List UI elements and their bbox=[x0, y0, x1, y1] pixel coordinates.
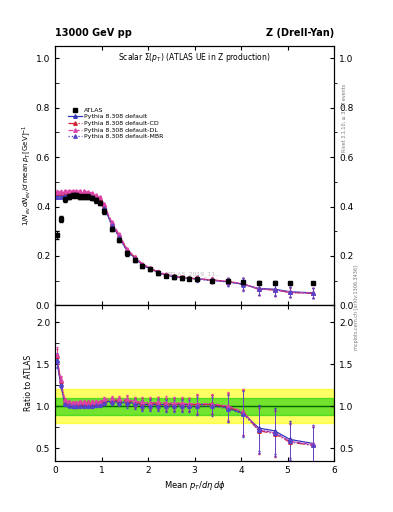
Y-axis label: $1/N_{ev}\,dN_{ev}/d\,\mathrm{mean}\,p_T\,[\mathrm{GeV}]^{-1}$: $1/N_{ev}\,dN_{ev}/d\,\mathrm{mean}\,p_T… bbox=[20, 125, 33, 226]
Text: mcplots.cern.ch [arXiv:1306.3436]: mcplots.cern.ch [arXiv:1306.3436] bbox=[354, 265, 359, 350]
Text: Scalar $\Sigma(p_T)$ (ATLAS UE in Z production): Scalar $\Sigma(p_T)$ (ATLAS UE in Z prod… bbox=[118, 51, 271, 65]
Bar bbox=[55, 389, 334, 423]
Text: Z (Drell-Yan): Z (Drell-Yan) bbox=[266, 28, 334, 38]
Text: 13000 GeV pp: 13000 GeV pp bbox=[55, 28, 132, 38]
Text: ATLAS_2019_11...: ATLAS_2019_11... bbox=[167, 271, 222, 277]
Legend: ATLAS, Pythia 8.308 default, Pythia 8.308 default-CD, Pythia 8.308 default-DL, P: ATLAS, Pythia 8.308 default, Pythia 8.30… bbox=[66, 106, 165, 141]
Text: Rivet 3.1.10, ≥ 3.3M events: Rivet 3.1.10, ≥ 3.3M events bbox=[342, 83, 347, 152]
Y-axis label: Ratio to ATLAS: Ratio to ATLAS bbox=[24, 355, 33, 411]
Bar bbox=[55, 398, 334, 415]
X-axis label: Mean $p_T/d\eta\,d\phi$: Mean $p_T/d\eta\,d\phi$ bbox=[163, 479, 226, 492]
